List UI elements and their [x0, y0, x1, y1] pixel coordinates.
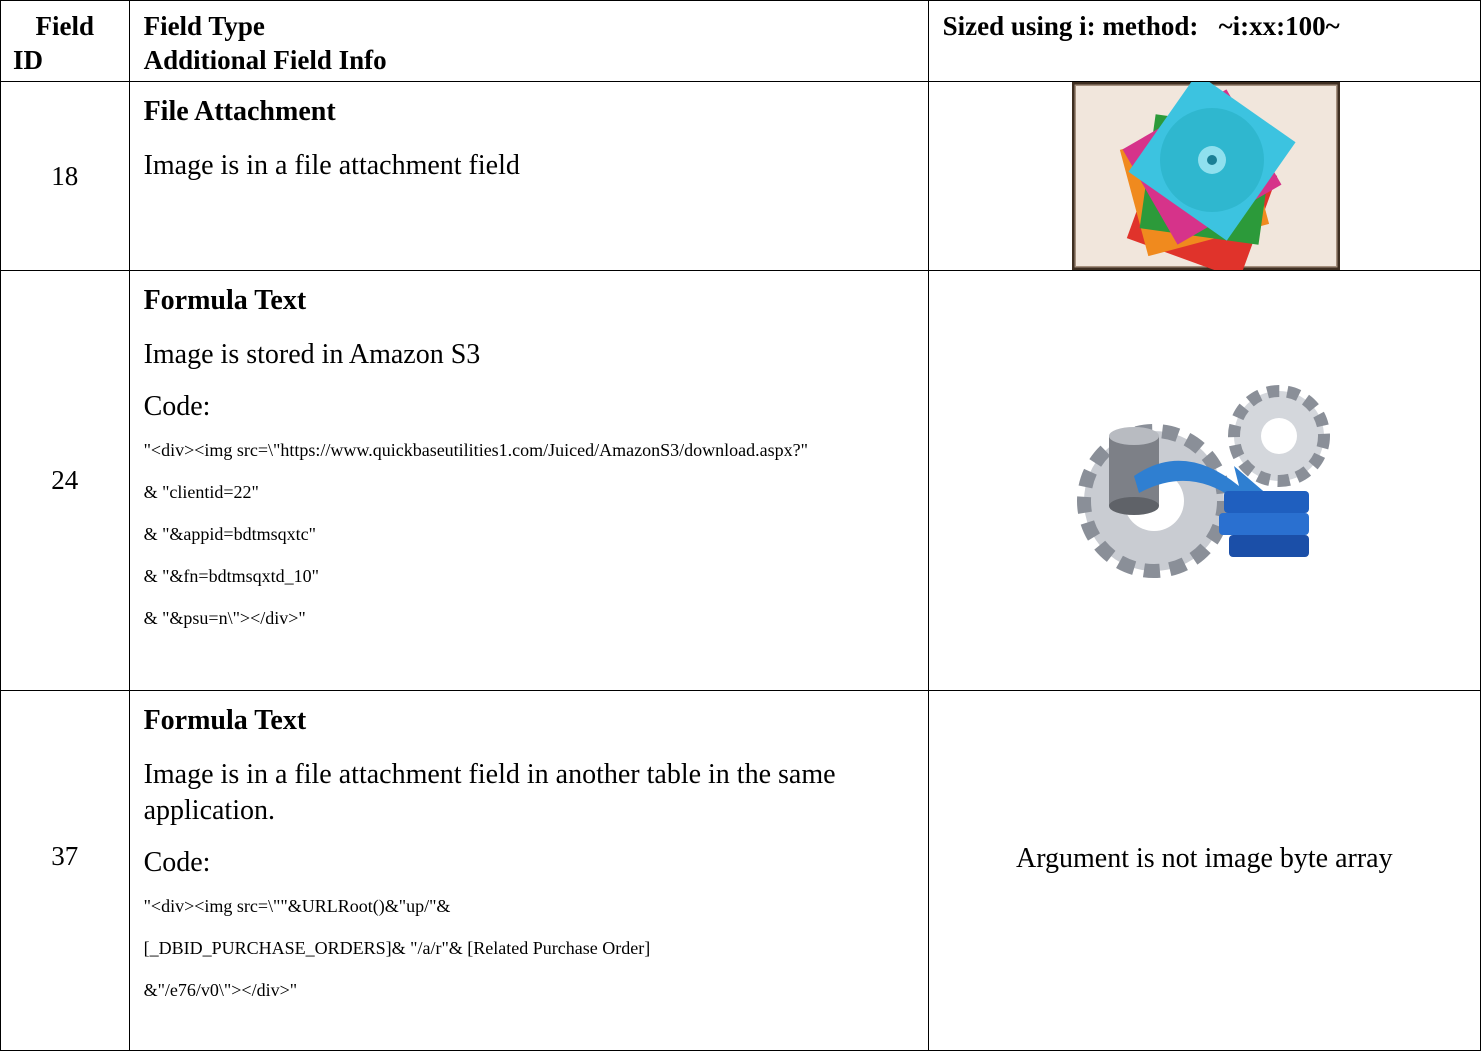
description: Image is in a file attachment field in a… — [143, 759, 836, 826]
image-cell — [927, 81, 1481, 271]
code-line: "<div><img src=\""&URLRoot()&"up/"& — [143, 896, 451, 916]
row: 18 File Attachment Image is in a file at… — [0, 81, 1481, 271]
header-cell: Field Type Additional Field Info — [128, 0, 929, 82]
type-cell: Formula Text Image is stored in Amazon S… — [128, 270, 929, 691]
code-line: & "&fn=bdtmsqxtd_10" — [143, 566, 319, 586]
gears-image — [1077, 384, 1331, 578]
result-cell: Argument is not image byte array — [927, 690, 1481, 1051]
description: Image is stored in Amazon S3 — [143, 339, 481, 370]
code-line: & "&psu=n\"></div>" — [143, 608, 306, 628]
id-cell: 24 — [0, 270, 130, 691]
code-label: Code: — [143, 847, 211, 878]
description: Image is in a file attachment field — [143, 150, 520, 181]
header-text: Sized using i: method: ~i:xx:100~ — [942, 11, 1340, 41]
type-cell: Formula Text Image is in a file attachme… — [128, 690, 929, 1051]
id-cell: 18 — [0, 81, 130, 271]
code-block: "<div><img src=\""&URLRoot()&"up/"& [_DBI… — [144, 895, 914, 1002]
row: 37 Formula Text Image is in a file attac… — [0, 690, 1481, 1051]
type-cell: File Attachment Image is in a file attac… — [128, 81, 929, 271]
code-line: "<div><img src=\"https://www.quickbaseut… — [143, 440, 808, 460]
header-text: Additional Field Info — [143, 45, 387, 75]
id-cell: 37 — [0, 690, 130, 1051]
row: 24 Formula Text Image is stored in Amazo… — [0, 270, 1481, 691]
code-block: "<div><img src=\"https://www.quickbaseut… — [144, 439, 914, 630]
header-cell: Sized using i: method: ~i:xx:100~ — [927, 0, 1481, 82]
header-text: ID — [13, 45, 44, 75]
code-line: &"/e76/v0\"></div>" — [143, 980, 298, 1000]
header-text: Field — [35, 11, 95, 41]
field-type: Formula Text — [143, 705, 307, 736]
code-label: Code: — [143, 391, 211, 422]
header-cell: Field ID — [0, 0, 130, 82]
code-line: & "clientid=22" — [143, 482, 259, 502]
field-type: File Attachment — [143, 96, 336, 127]
header-text: Field Type — [143, 11, 265, 41]
code-line: [_DBID_PURCHASE_ORDERS]& "/a/r"& [Relate… — [143, 938, 651, 958]
image-cell — [927, 270, 1481, 691]
field-type: Formula Text — [143, 285, 307, 316]
code-line: & "&appid=bdtmsqxtc" — [143, 524, 316, 544]
cd-image — [1071, 82, 1340, 270]
header-row: Field ID Field Type Additional Field Inf… — [0, 0, 1481, 82]
